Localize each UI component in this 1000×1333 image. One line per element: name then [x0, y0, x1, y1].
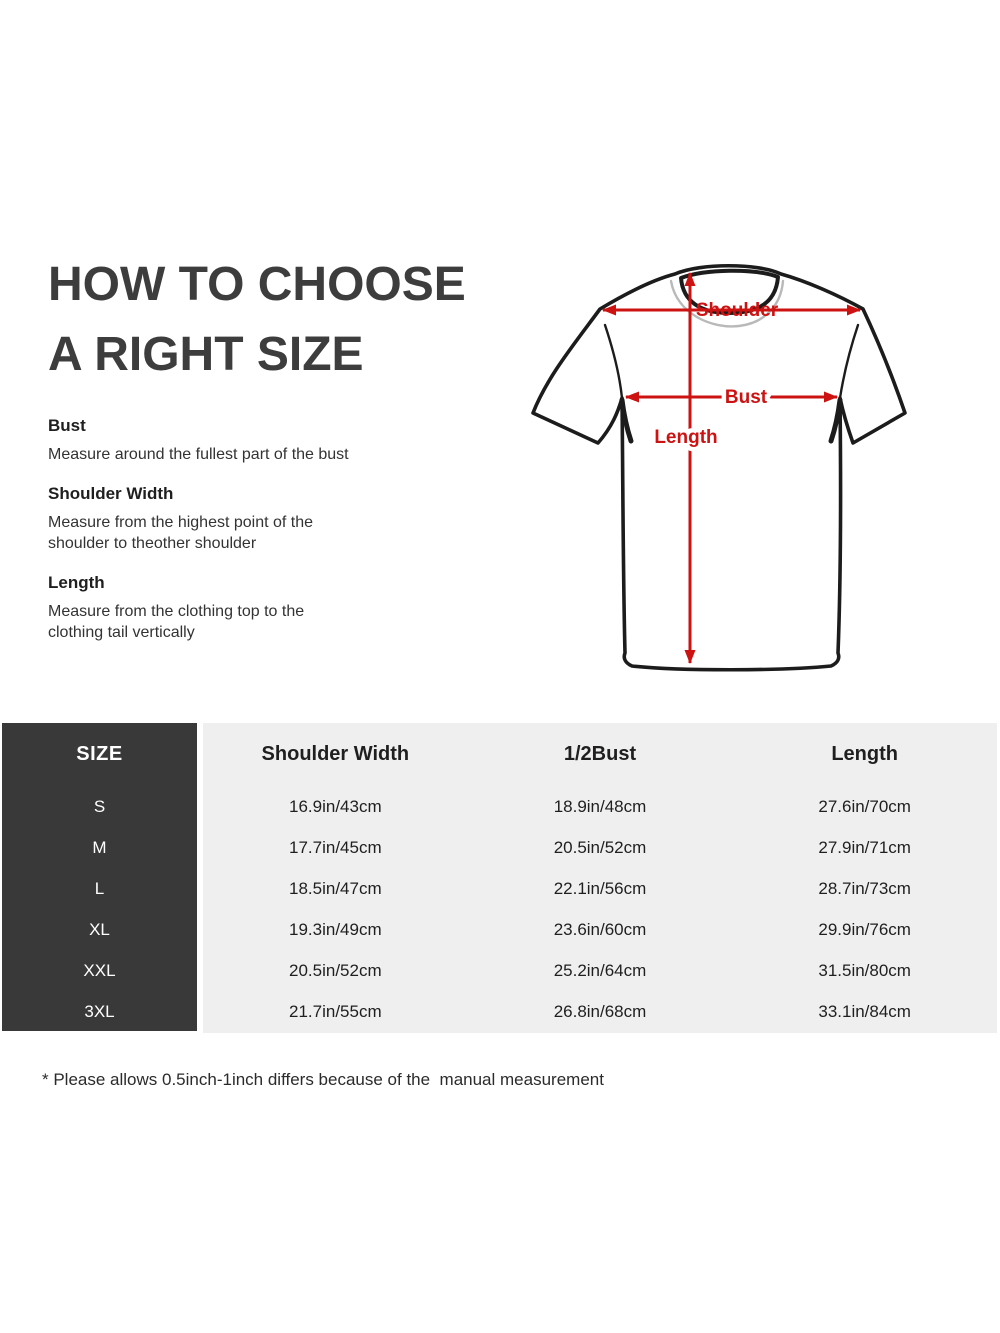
size-cell: L [94, 878, 105, 898]
shoulder-width-cell: 21.7in/55cm [289, 1001, 382, 1021]
length-cell: 33.1in/84cm [818, 1001, 911, 1021]
length-arrow-label: Length [654, 427, 717, 448]
shoulder-width-cell: 19.3in/49cm [289, 919, 382, 939]
guide-heading-length: Length [48, 573, 105, 592]
shoulder-width-cell: 18.5in/47cm [289, 878, 382, 898]
size-cell: M [92, 837, 107, 857]
size-cell: XXL [83, 960, 116, 980]
guide-text-length-line1: Measure from the clothing top to the [48, 603, 305, 620]
bust-arrow-label: Bust [725, 387, 768, 408]
length-cell: 27.6in/70cm [818, 796, 911, 816]
tshirt-diagram: Shoulder Bust Length [515, 255, 920, 690]
guide-text-shoulder-width-line2: shoulder to theother shoulder [48, 535, 257, 552]
half-bust-cell: 18.9in/48cm [553, 796, 647, 816]
size-column-background [2, 723, 197, 1031]
column-header-length: Length [831, 743, 898, 765]
length-cell: 29.9in/76cm [818, 919, 911, 939]
table-row-s: S 16.9in/43cm 18.9in/48cm 27.6in/70cm [2, 786, 997, 827]
length-cell: 28.7in/73cm [818, 878, 911, 898]
table-row-xxl: XXL 20.5in/52cm 25.2in/64cm 31.5in/80cm [2, 950, 997, 991]
page-title: HOW TO CHOOSE A RIGHT SIZE [48, 250, 466, 390]
shoulder-width-cell: 20.5in/52cm [289, 960, 382, 980]
half-bust-cell: 20.5in/52cm [553, 837, 647, 857]
size-cell: S [93, 796, 106, 816]
guide-section-length: Length Measure from the clothing top to … [48, 573, 468, 643]
tshirt-outline [531, 264, 907, 672]
length-cell: 27.9in/71cm [818, 837, 911, 857]
measurement-footnote: * Please allows 0.5inch-1inch differs be… [42, 1070, 604, 1089]
column-header-size: SIZE [76, 743, 123, 765]
guide-heading-shoulder-width: Shoulder Width [48, 484, 174, 503]
guide-heading-bust: Bust [48, 416, 86, 435]
guide-section-shoulder-width: Shoulder Width Measure from the highest … [48, 484, 468, 554]
table-row-l: L 18.5in/47cm 22.1in/56cm 28.7in/73cm [2, 868, 997, 909]
half-bust-cell: 25.2in/64cm [553, 960, 647, 980]
table-row-3xl: 3XL 21.7in/55cm 26.8in/68cm 33.1in/84cm [2, 991, 997, 1032]
length-cell: 31.5in/80cm [818, 960, 911, 980]
size-cell: 3XL [84, 1001, 115, 1021]
table-row-xl: XL 19.3in/49cm 23.6in/60cm 29.9in/76cm [2, 909, 997, 950]
shoulder-width-cell: 17.7in/45cm [289, 837, 382, 857]
guide-text-bust: Measure around the fullest part of the b… [48, 446, 349, 463]
page-title-line-2: A RIGHT SIZE [48, 328, 364, 381]
column-header-shoulder-width: Shoulder Width [261, 743, 410, 765]
column-header-half-bust: 1/2Bust [563, 743, 637, 765]
half-bust-cell: 26.8in/68cm [553, 1001, 647, 1021]
page-title-line-1: HOW TO CHOOSE [48, 258, 466, 311]
half-bust-cell: 23.6in/60cm [553, 919, 647, 939]
guide-text-length-line2: clothing tail vertically [48, 624, 195, 641]
table-body-background [203, 723, 997, 1033]
guide-section-bust: Bust Measure around the fullest part of … [48, 416, 468, 465]
shoulder-arrow-label: Shoulder [696, 300, 779, 321]
shoulder-width-cell: 16.9in/43cm [289, 796, 382, 816]
half-bust-cell: 22.1in/56cm [553, 878, 647, 898]
table-header-row: SIZE Shoulder Width 1/2Bust Length [2, 723, 997, 786]
guide-text-shoulder-width-line1: Measure from the highest point of the [48, 514, 314, 531]
size-table: SIZE Shoulder Width 1/2Bust Length S 16.… [0, 723, 1000, 1033]
table-row-m: M 17.7in/45cm 20.5in/52cm 27.9in/71cm [2, 827, 997, 868]
size-cell: XL [89, 919, 110, 939]
